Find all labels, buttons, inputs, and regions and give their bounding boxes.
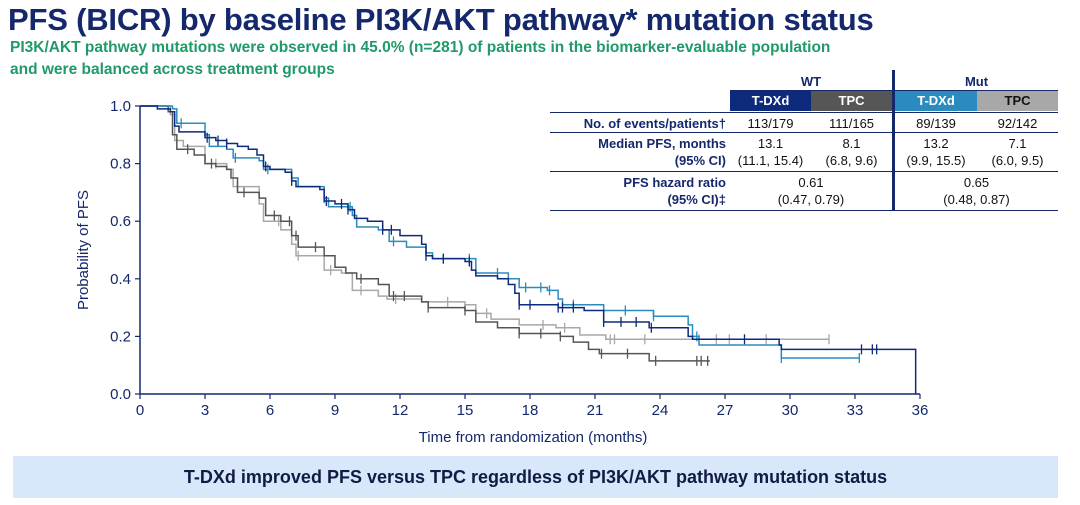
cell: 92/142 [997,116,1038,131]
cell: 0.61 [798,175,824,190]
x-tick-label: 0 [136,402,144,419]
cell: 13.2 [923,136,949,151]
row-label-ci: (95% CI)‡ [667,192,726,207]
y-tick-label: 0.6 [110,213,131,230]
x-tick-label: 15 [457,402,474,419]
row-label: PFS hazard ratio [623,175,726,190]
y-tick-label: 1.0 [110,98,131,115]
x-axis-label: Time from randomization (months) [419,429,648,446]
x-tick-label: 21 [587,402,604,419]
km-curve-mut-t-dxd [140,105,860,359]
axes: 0 3 6 9 12 15 18 21 24 27 30 33 360.00.20.40.60.81.0 [110,98,928,419]
subtitle-line-2: and were balanced across treatment group… [10,61,335,78]
x-tick-label: 27 [717,402,734,419]
cell: 8.1 [842,136,861,151]
y-tick-label: 0.8 [110,156,131,173]
group-header-wt: WT [800,74,822,89]
arm-header-wt-tdxd: T-DXd [730,91,811,111]
cell: 7.1 [1008,136,1027,151]
x-tick-label: 18 [522,402,539,419]
group-header-mut: Mut [964,74,989,89]
arm-header-mut-tdxd: T-DXd [895,91,977,111]
cell: 13.1 [757,136,784,151]
y-tick-label: 0.0 [110,386,131,403]
cell: 111/165 [828,116,875,131]
x-tick-label: 33 [847,402,864,419]
row-label: Median PFS, months [598,136,726,151]
km-curve-wt-tpc [140,105,710,362]
cell: 89/139 [916,116,956,131]
x-tick-label: 6 [266,402,274,419]
row-label: No. of events/patients† [583,116,726,131]
x-tick-label: 3 [201,402,209,419]
arm-header-wt-tpc: TPC [811,91,892,111]
cell: (0.47, 0.79) [777,192,845,207]
cell: (6.8, 9.6) [825,153,878,168]
x-tick-label: 24 [652,402,669,419]
group-divider [892,70,895,210]
subtitle-line-1: PI3K/AKT pathway mutations were observed… [10,39,831,56]
cell: (0.48, 0.87) [943,192,1010,207]
cell: (11.1, 15.4) [737,153,804,168]
km-curves [140,105,917,394]
y-axis-label: Probability of PFS [75,190,92,310]
y-tick-label: 0.2 [110,328,131,345]
x-tick-label: 36 [912,402,929,419]
km-chart: 0 3 6 9 12 15 18 21 24 27 30 33 360.00.20.40.60.81.0… [75,98,928,446]
row-label-ci: (95% CI) [674,153,726,168]
page-title: PFS (BICR) by baseline PI3K/AKT pathway*… [8,2,874,37]
x-tick-label: 9 [331,402,339,419]
arm-header-mut-tpc: TPC [977,91,1058,111]
cell: (9.9, 15.5) [906,153,966,168]
y-tick-label: 0.4 [110,271,131,288]
x-tick-label: 30 [782,402,799,419]
conclusion-banner: T-DXd improved PFS versus TPC regardless… [13,456,1058,498]
cell: 113/179 [747,116,794,131]
cell: (6.0, 9.5) [991,153,1044,168]
x-tick-label: 12 [392,402,409,419]
cell: 0.65 [963,175,990,190]
